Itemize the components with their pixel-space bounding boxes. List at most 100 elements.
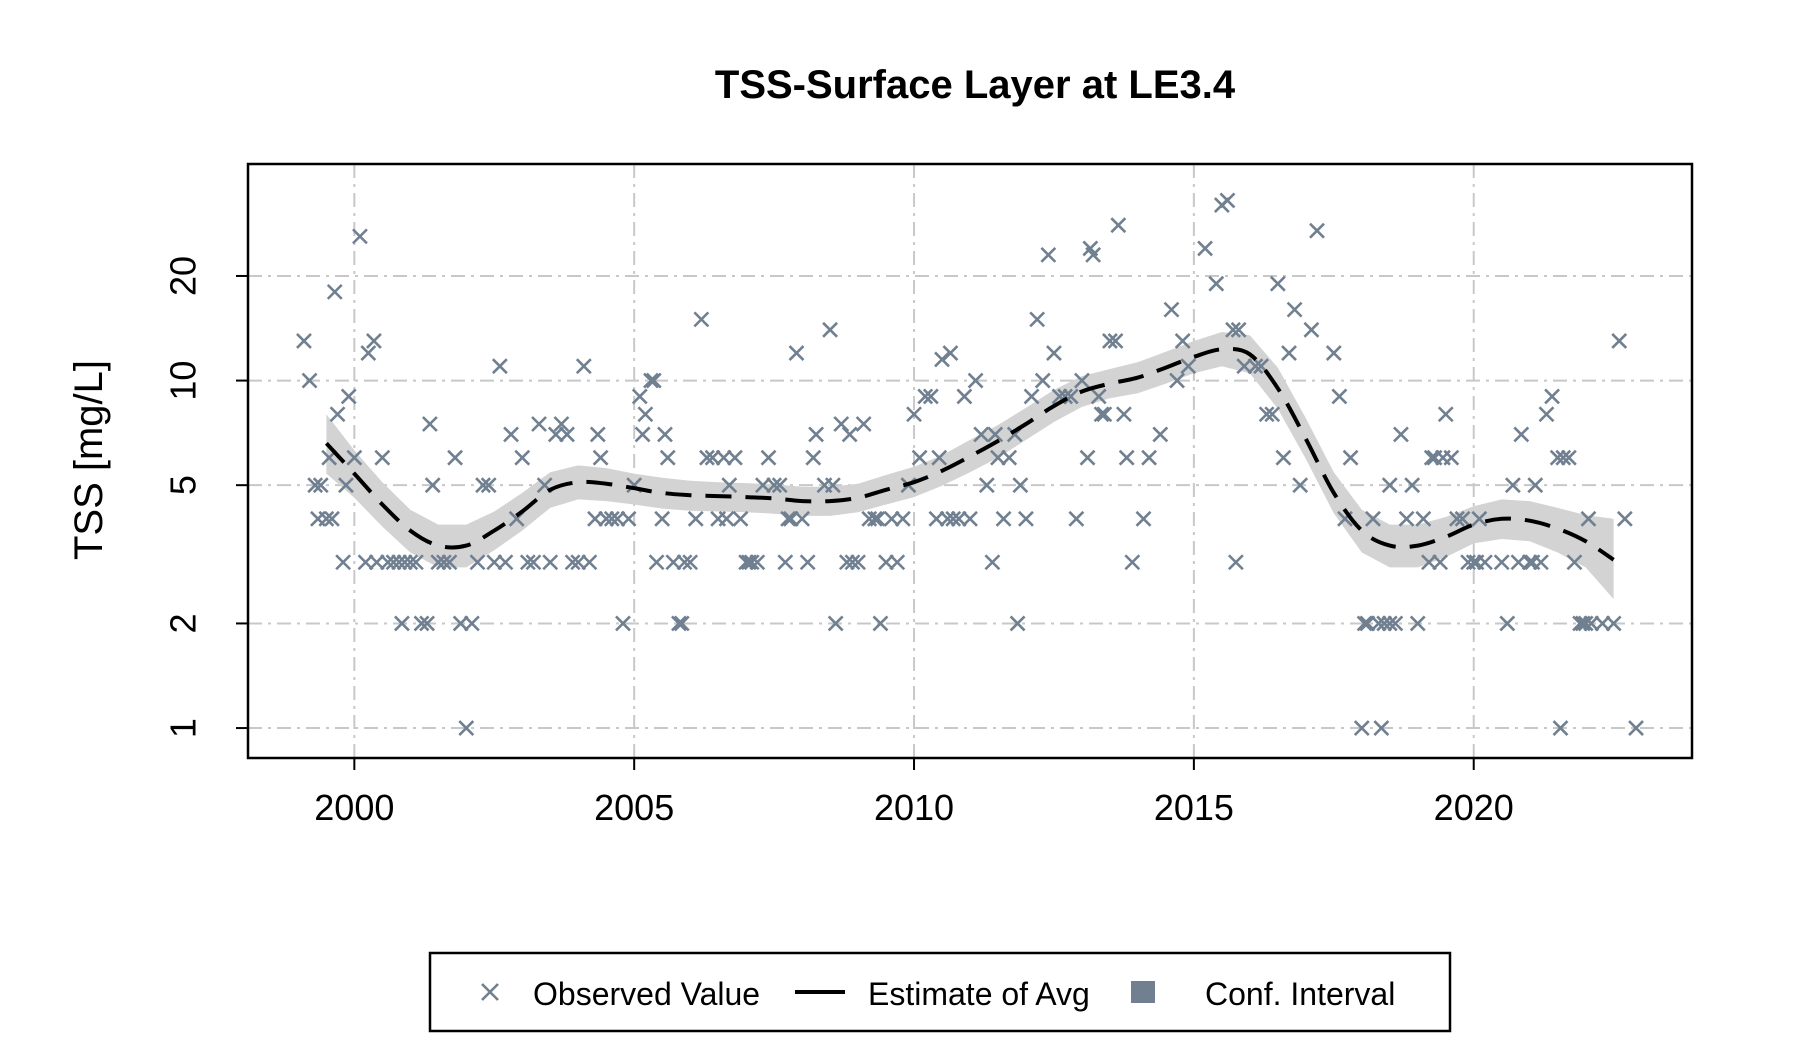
- observed-point: [407, 554, 424, 571]
- observed-point: [721, 477, 738, 494]
- observed-points: [296, 192, 1644, 736]
- observed-point: [1555, 449, 1572, 466]
- legend: Observed Value Estimate of Avg Conf. Int…: [428, 951, 1452, 1033]
- observed-point: [329, 406, 346, 423]
- observed-point: [1135, 510, 1152, 527]
- y-tick-label: 20: [163, 256, 204, 296]
- observed-point: [1292, 477, 1309, 494]
- observed-point: [1437, 406, 1454, 423]
- observed-point: [942, 345, 959, 361]
- observed-point: [637, 406, 654, 423]
- observed-point: [1001, 449, 1018, 466]
- observed-point: [869, 510, 886, 527]
- observed-point: [1029, 311, 1046, 328]
- observed-point: [1118, 449, 1135, 466]
- observed-point: [1009, 615, 1026, 632]
- observed-point: [447, 449, 464, 466]
- observed-point: [657, 426, 673, 443]
- observed-point: [1074, 372, 1090, 389]
- observed-point: [1096, 406, 1113, 423]
- observed-point: [441, 554, 458, 571]
- observed-point: [1583, 615, 1600, 632]
- observed-point: [486, 554, 503, 571]
- observed-point: [402, 554, 419, 571]
- observed-point: [542, 554, 559, 571]
- observed-point: [715, 449, 732, 466]
- observed-point: [609, 510, 626, 527]
- observed-point: [866, 510, 883, 527]
- observed-point: [1421, 554, 1437, 571]
- observed-point: [945, 510, 962, 527]
- observed-point: [648, 554, 665, 571]
- observed-point: [312, 477, 329, 494]
- observed-point: [788, 345, 805, 361]
- observed-point: [1532, 554, 1549, 571]
- observed-point: [326, 283, 343, 300]
- observed-point: [1325, 345, 1342, 361]
- observed-point: [1393, 426, 1409, 443]
- observed-point: [1264, 406, 1281, 423]
- observed-point: [1605, 615, 1622, 632]
- observed-point: [430, 554, 447, 571]
- observed-point: [1303, 321, 1320, 338]
- observed-point: [1454, 510, 1471, 527]
- observed-point: [1163, 301, 1180, 318]
- observed-point: [1611, 333, 1628, 349]
- observed-point: [396, 554, 413, 571]
- observed-point: [1415, 510, 1432, 527]
- observed-point: [1309, 222, 1325, 239]
- observed-point: [1404, 477, 1421, 494]
- observed-point: [1023, 388, 1040, 405]
- observed-point: [1018, 510, 1034, 527]
- ci-band: [326, 332, 1614, 600]
- observed-point: [962, 510, 978, 527]
- observed-point: [491, 358, 508, 375]
- observed-point: [833, 416, 850, 432]
- observed-point: [1124, 554, 1141, 571]
- observed-point: [850, 554, 866, 571]
- observed-point: [458, 720, 475, 736]
- observed-point: [424, 477, 441, 494]
- observed-point: [956, 388, 973, 405]
- observed-point: [1552, 720, 1569, 736]
- observed-point: [346, 449, 363, 466]
- y-tick-label: 1: [163, 718, 204, 738]
- observed-point: [1521, 554, 1538, 571]
- observed-point: [1110, 217, 1127, 234]
- observed-point: [1594, 615, 1611, 632]
- observed-point: [872, 615, 889, 632]
- observed-point: [693, 311, 710, 328]
- observed-point: [564, 554, 581, 571]
- observed-point: [889, 554, 906, 571]
- observed-point: [1107, 333, 1124, 349]
- observed-point: [1538, 406, 1555, 423]
- observed-point: [771, 477, 788, 494]
- observed-point: [1493, 554, 1510, 571]
- observed-point: [838, 554, 855, 571]
- observed-point: [808, 426, 825, 443]
- observed-point: [1079, 449, 1096, 466]
- observed-point: [822, 321, 838, 338]
- observed-point: [1258, 406, 1275, 423]
- observed-point: [547, 426, 564, 443]
- observed-point: [738, 554, 755, 571]
- observed-point: [665, 554, 682, 571]
- observed-point: [531, 416, 547, 432]
- observed-point: [581, 554, 598, 571]
- observed-point: [380, 554, 396, 571]
- observed-point: [1432, 554, 1449, 571]
- observed-point: [777, 554, 794, 571]
- observed-point: [1370, 615, 1387, 632]
- observed-point: [296, 333, 312, 349]
- legend-observed-symbol: [481, 983, 499, 1001]
- observed-point: [592, 449, 609, 466]
- observed-point: [1376, 615, 1393, 632]
- observed-point: [1560, 449, 1577, 466]
- observed-point: [699, 449, 715, 466]
- observed-point: [973, 426, 990, 443]
- legend-box: [428, 951, 1452, 1033]
- observed-point: [931, 449, 948, 466]
- observed-point: [1230, 321, 1247, 338]
- observed-point: [1359, 615, 1376, 632]
- observed-point: [1423, 449, 1440, 466]
